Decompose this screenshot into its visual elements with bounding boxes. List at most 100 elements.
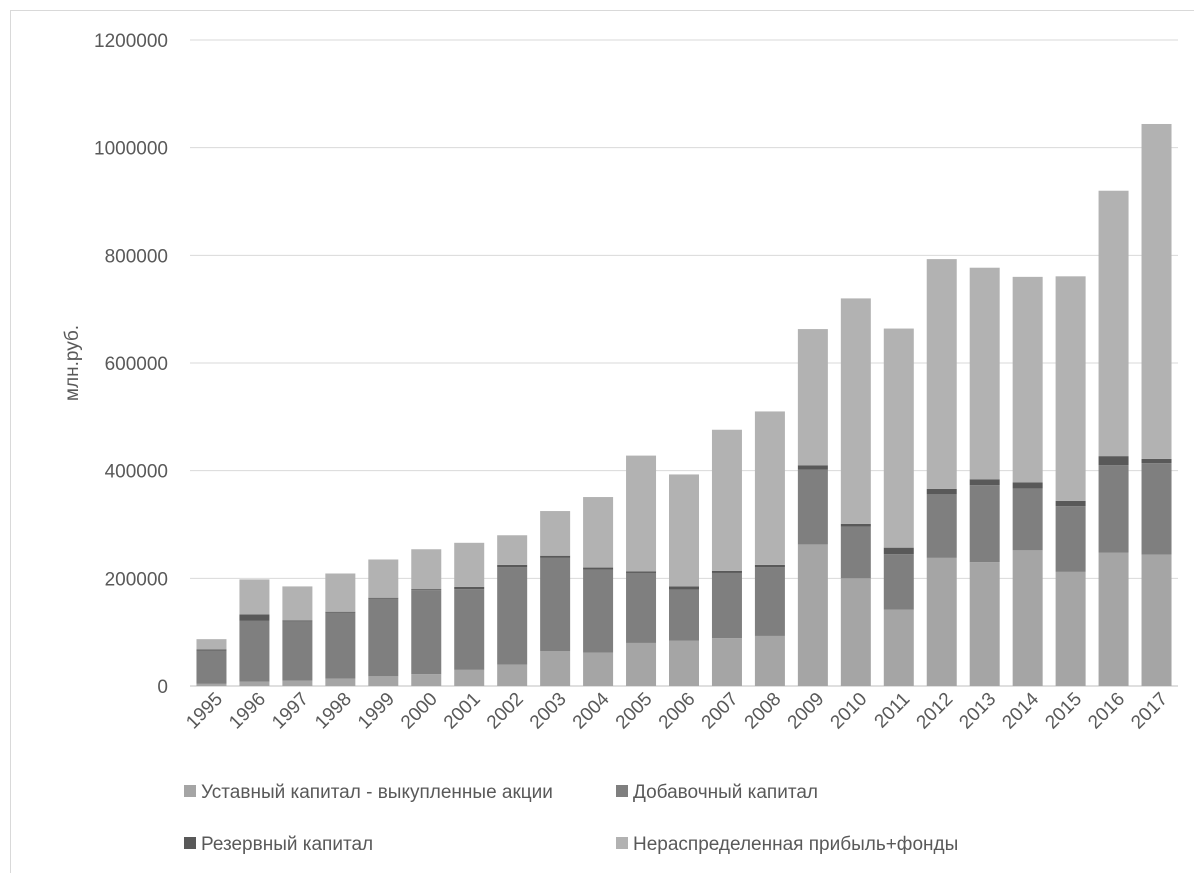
x-tick-label: 2011 xyxy=(871,689,915,733)
bar-segment xyxy=(1141,458,1172,464)
bar-segment xyxy=(711,572,742,639)
bar-segment xyxy=(969,479,1000,486)
x-tick-label: 2005 xyxy=(612,689,657,734)
bar-segment xyxy=(325,611,356,613)
bar-segment xyxy=(711,429,742,571)
bar-segment xyxy=(1012,550,1043,686)
bar-segment xyxy=(754,411,785,565)
bar-segment xyxy=(368,597,399,599)
bar-segment xyxy=(239,620,270,682)
bar-segment xyxy=(497,564,528,568)
bar-segment xyxy=(497,535,528,565)
bar-segment xyxy=(840,298,871,524)
bar-segment xyxy=(926,488,957,495)
bar-segment xyxy=(282,680,313,686)
bar-segment xyxy=(969,562,1000,686)
bar-segment xyxy=(754,567,785,636)
bar-segment xyxy=(840,526,871,579)
x-tick-label: 2001 xyxy=(440,689,485,734)
bar-segment xyxy=(325,678,356,686)
bar-segment xyxy=(583,497,614,568)
legend-swatch xyxy=(184,785,196,797)
x-tick-label: 2006 xyxy=(655,689,700,734)
x-tick-label: 2014 xyxy=(998,688,1043,733)
bar-segment xyxy=(325,612,356,679)
legend-label: Резервный капитал xyxy=(201,834,373,855)
bar-segment xyxy=(454,669,485,686)
bar-segment xyxy=(196,649,227,651)
bars xyxy=(196,123,1172,686)
bar-segment xyxy=(797,329,828,466)
bar-segment xyxy=(626,455,657,572)
bar-segment xyxy=(497,664,528,686)
bar-segment xyxy=(1098,552,1129,686)
x-tick-label: 2010 xyxy=(827,689,872,734)
bar-segment xyxy=(1141,554,1172,686)
x-tick-label: 2012 xyxy=(913,689,958,734)
bar-segment xyxy=(1012,482,1043,489)
bar-segment xyxy=(196,639,227,650)
x-tick-label: 2015 xyxy=(1041,689,1086,734)
bar-segment xyxy=(1055,276,1086,501)
bar-segment xyxy=(883,328,914,548)
x-tick-label: 1997 xyxy=(268,689,313,734)
bar-segment xyxy=(454,589,485,670)
bar-segment xyxy=(1141,123,1172,459)
bar-segment xyxy=(626,571,657,573)
bar-segment xyxy=(282,620,313,622)
x-tick-label: 1996 xyxy=(225,689,270,734)
bar-segment xyxy=(626,572,657,643)
x-tick-label: 2003 xyxy=(526,689,571,734)
x-tick-label: 2008 xyxy=(741,689,786,734)
bar-segment xyxy=(1141,463,1172,555)
legend-label: Уставный капитал - выкупленные акции xyxy=(201,782,553,803)
x-tick-label: 2016 xyxy=(1084,689,1129,734)
bar-segment xyxy=(239,579,270,615)
bar-segment xyxy=(840,523,871,527)
bar-segment xyxy=(840,578,871,686)
bar-segment xyxy=(883,547,914,555)
bar-segment xyxy=(1012,488,1043,551)
x-tick-label: 2007 xyxy=(698,689,743,734)
bar-segment xyxy=(926,557,957,686)
bar-segment xyxy=(583,569,614,653)
bar-segment xyxy=(626,642,657,686)
x-tick-label: 2002 xyxy=(483,689,528,734)
bar-segment xyxy=(754,564,785,568)
bar-segment xyxy=(669,640,699,686)
legend-swatch xyxy=(616,837,628,849)
bar-segment xyxy=(883,609,914,686)
bar-segment xyxy=(797,465,828,470)
bar-segment xyxy=(583,567,614,570)
y-axis-label: млн.руб. xyxy=(62,325,83,401)
x-tick-label: 2013 xyxy=(955,689,1000,734)
bar-segment xyxy=(239,681,270,686)
bar-segment xyxy=(540,651,571,686)
y-tick-label: 600000 xyxy=(105,354,168,375)
x-axis-ticks: 1995199619971998199920002001200220032004… xyxy=(182,688,1172,733)
bar-segment xyxy=(411,674,442,686)
bar-segment xyxy=(1012,276,1043,483)
bar-segment xyxy=(1055,500,1086,507)
legend-label: Нераспределенная прибыль+фонды xyxy=(633,834,958,855)
legend: Уставный капитал - выкупленные акции Доба… xyxy=(184,782,958,855)
bar-segment xyxy=(497,567,528,665)
x-tick-label: 1999 xyxy=(354,689,399,734)
bar-segment xyxy=(797,469,828,545)
bar-segment xyxy=(669,586,699,590)
bar-segment xyxy=(196,683,227,686)
bar-segment xyxy=(196,650,227,684)
bar-segment xyxy=(711,638,742,686)
bar-segment xyxy=(411,589,442,591)
x-tick-label: 1995 xyxy=(182,689,227,734)
bar-segment xyxy=(1098,456,1129,466)
y-tick-label: 800000 xyxy=(105,246,168,267)
x-tick-label: 2000 xyxy=(397,689,442,734)
bar-segment xyxy=(540,557,571,652)
bar-segment xyxy=(325,573,356,612)
y-tick-label: 1000000 xyxy=(94,139,168,160)
bar-segment xyxy=(454,586,485,590)
x-tick-label: 2004 xyxy=(569,688,614,733)
bar-segment xyxy=(239,614,270,621)
bar-segment xyxy=(1098,465,1129,553)
